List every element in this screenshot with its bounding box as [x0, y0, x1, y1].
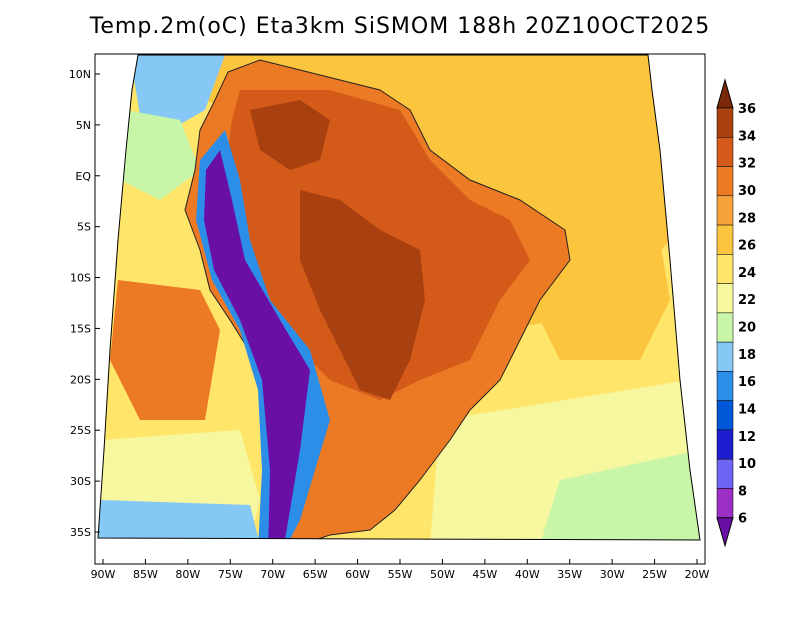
- x-tick-label: 50W: [430, 568, 455, 581]
- colorbar-segment: [717, 488, 733, 517]
- x-tick-label: 80W: [175, 568, 200, 581]
- x-tick-label: 25W: [642, 568, 667, 581]
- colorbar-segment: [717, 313, 733, 342]
- colorbar-label: 24: [738, 266, 756, 281]
- colorbar-segment: [717, 401, 733, 430]
- colorbar-segment: [717, 196, 733, 225]
- colorbar-segment: [717, 371, 733, 400]
- y-tick-label: 10S: [70, 272, 91, 285]
- colorbar-segment: [717, 137, 733, 166]
- colorbar-segment: [717, 342, 733, 371]
- colorbar-min-arrow: [717, 518, 733, 546]
- x-tick-label: 45W: [472, 568, 497, 581]
- colorbar-label: 22: [738, 293, 756, 308]
- colorbar-segment: [717, 254, 733, 283]
- colorbar-max-arrow: [717, 80, 733, 108]
- x-tick-label: 75W: [218, 568, 243, 581]
- x-tick-label: 55W: [388, 568, 413, 581]
- colorbar-label: 34: [738, 129, 756, 144]
- colorbar-label: 20: [738, 321, 756, 336]
- y-tick-label: 20S: [70, 373, 91, 386]
- colorbar-label: 14: [738, 402, 756, 417]
- colorbar-label: 12: [738, 430, 756, 445]
- colorbar-segment: [717, 167, 733, 196]
- x-tick-label: 85W: [133, 568, 158, 581]
- colorbar-segment: [717, 225, 733, 254]
- x-tick-label: 65W: [303, 568, 328, 581]
- x-tick-label: 20W: [685, 568, 710, 581]
- y-tick-label: 35S: [70, 526, 91, 539]
- colorbar: 36 34 32 30 28 26 24 22 20 18 16 14 12 10 8 6: [717, 80, 756, 546]
- x-tick-label: 30W: [600, 568, 625, 581]
- x-tick-label: 70W: [260, 568, 285, 581]
- colorbar-segment: [717, 459, 733, 488]
- colorbar-label: 30: [738, 184, 756, 199]
- temperature-field: [80, 50, 720, 555]
- x-tick-label: 90W: [91, 568, 116, 581]
- colorbar-label: 10: [738, 457, 756, 472]
- colorbar-label: 26: [738, 239, 756, 254]
- colorbar-segment: [717, 284, 733, 313]
- colorbar-label: 18: [738, 348, 756, 363]
- y-tick-label: 5N: [76, 119, 91, 132]
- colorbar-label: 36: [738, 102, 756, 117]
- colorbar-segment: [717, 430, 733, 459]
- x-tick-label: 60W: [345, 568, 370, 581]
- colorbar-segment: [717, 108, 733, 137]
- y-tick-label: 15S: [70, 322, 91, 335]
- colorbar-label: 32: [738, 157, 756, 172]
- colorbar-label: 28: [738, 211, 756, 226]
- y-tick-label: 10N: [69, 68, 91, 81]
- colorbar-label: 16: [738, 375, 756, 390]
- colorbar-label: 8: [738, 484, 747, 499]
- y-tick-label: EQ: [75, 170, 91, 183]
- y-tick-label: 30S: [70, 475, 91, 488]
- colorbar-label: 6: [738, 512, 747, 527]
- y-tick-label: 5S: [77, 221, 91, 234]
- y-tick-label: 25S: [70, 424, 91, 437]
- x-axis-ticks: 90W 85W 80W 75W 70W 65W 60W 55W 50W 45W 40W 35W 30W 2…: [91, 559, 710, 581]
- x-tick-label: 40W: [515, 568, 540, 581]
- x-tick-label: 35W: [557, 568, 582, 581]
